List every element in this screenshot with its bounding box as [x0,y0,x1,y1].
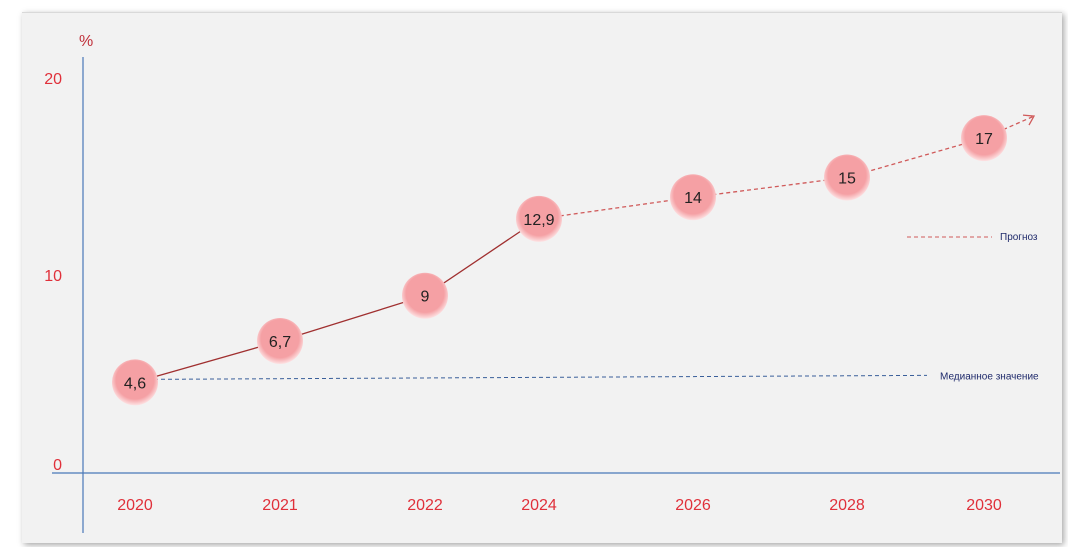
actual-series-line [134,218,540,384]
y-tick-label: 10 [44,268,62,285]
data-point-bubble [257,318,303,365]
x-tick-label: 2028 [829,497,865,514]
data-point-label: 15 [838,171,856,188]
data-point-label: 14 [684,190,702,207]
y-tick-label: 20 [44,71,62,88]
forecast-series-line [538,137,985,220]
median-legend-label: Медианное значение [940,371,1039,382]
x-tick-label: 2020 [117,497,153,514]
data-point-bubble [824,154,870,201]
data-point-bubble [961,115,1007,162]
data-point-label: 17 [975,131,993,148]
data-point-bubble [670,174,716,221]
data-point-label: 12,9 [523,212,554,229]
chart-frame: 4,6 6,7 9 12,9 14 15 17 0 10 20 2020 2021 2022 2024 2… [22,12,1062,543]
data-point-label: 4,6 [124,375,146,392]
data-point-label: 6,7 [269,334,291,351]
x-tick-label: 2024 [521,497,557,514]
data-point-bubble [112,359,158,406]
data-point-bubble [516,195,562,242]
data-point-bubble [402,272,448,319]
forecast-arrowhead [1022,114,1036,126]
median-reference-line [146,374,928,380]
x-tick-label: 2022 [407,497,443,514]
x-tick-label: 2021 [262,497,298,514]
y-tick-label: 0 [53,457,62,474]
x-tick-label: 2030 [966,497,1002,514]
forecast-legend-label: Прогноз [1000,232,1038,243]
x-tick-label: 2026 [675,497,711,514]
y-unit-label: % [79,33,93,50]
data-point-label: 9 [421,289,430,306]
